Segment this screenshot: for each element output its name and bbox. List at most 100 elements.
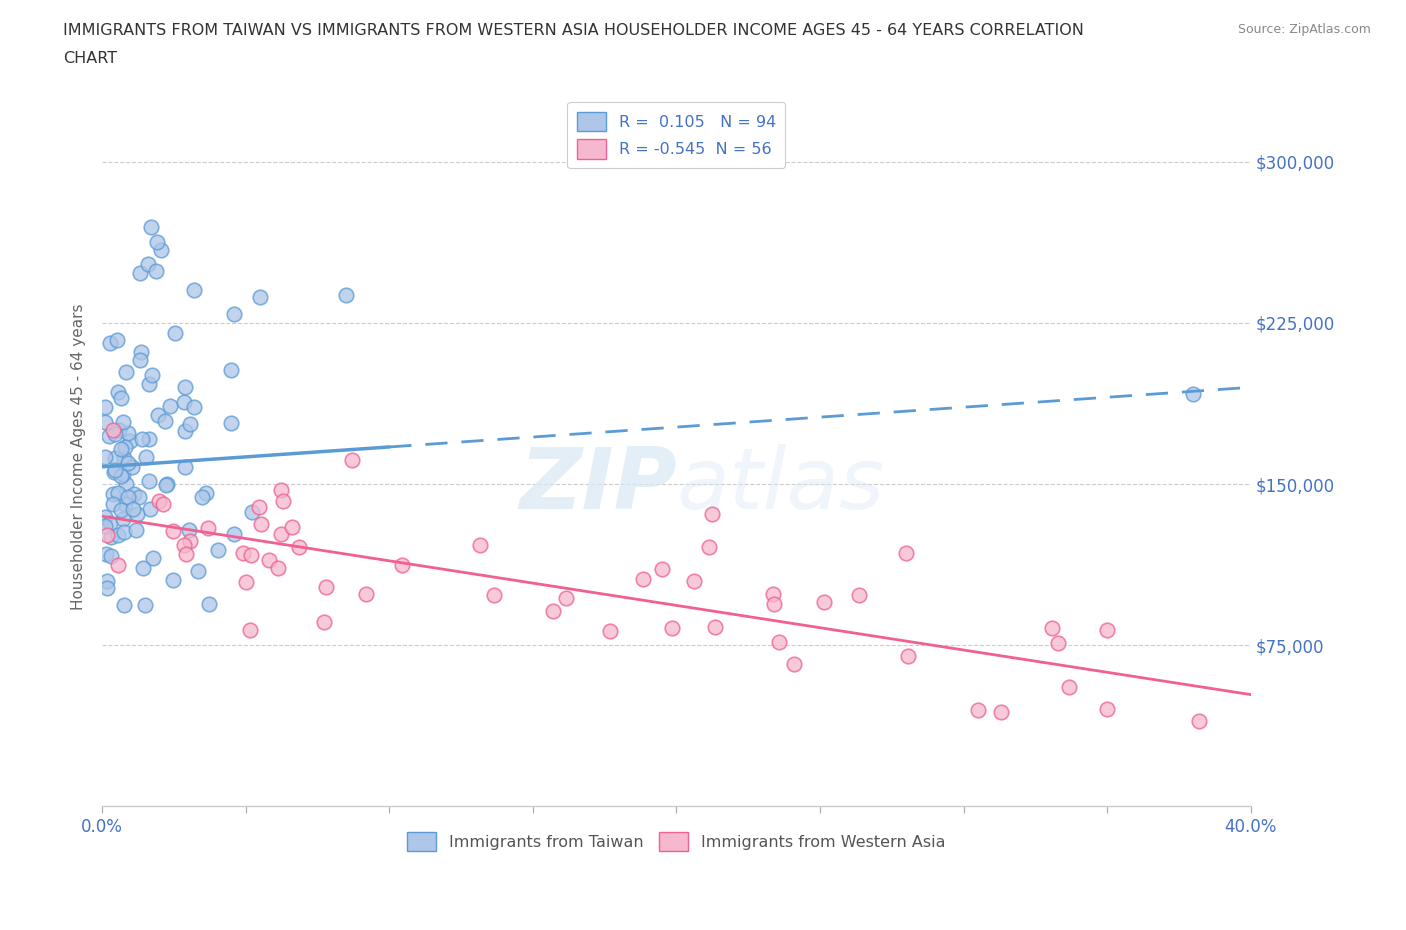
Point — [138, 377, 160, 392]
Point — [128, 490, 150, 505]
Point — [897, 649, 920, 664]
Point — [139, 501, 162, 516]
Point — [148, 407, 170, 422]
Point — [122, 501, 145, 516]
Point — [118, 433, 141, 448]
Text: Source: ZipAtlas.com: Source: ZipAtlas.com — [1237, 23, 1371, 36]
Point — [894, 545, 917, 560]
Point — [232, 546, 254, 561]
Point — [112, 451, 135, 466]
Point — [207, 542, 229, 557]
Point — [173, 395, 195, 410]
Point — [105, 332, 128, 347]
Point — [183, 282, 205, 297]
Point — [122, 486, 145, 501]
Point — [484, 588, 506, 603]
Point — [179, 534, 201, 549]
Point — [270, 483, 292, 498]
Point — [224, 526, 246, 541]
Point — [661, 620, 683, 635]
Point — [967, 702, 990, 717]
Point — [111, 512, 134, 526]
Point — [155, 477, 177, 492]
Point — [183, 400, 205, 415]
Point — [94, 400, 117, 415]
Point — [697, 539, 720, 554]
Point — [631, 571, 654, 586]
Point — [149, 243, 172, 258]
Point — [110, 391, 132, 405]
Point — [271, 493, 294, 508]
Point — [110, 442, 132, 457]
Point — [194, 485, 217, 500]
Point — [107, 422, 129, 437]
Point — [142, 551, 165, 566]
Point — [125, 507, 148, 522]
Point — [177, 523, 200, 538]
Point — [1095, 623, 1118, 638]
Point — [98, 428, 121, 443]
Point — [101, 486, 124, 501]
Point — [117, 456, 139, 471]
Point — [104, 450, 127, 465]
Point — [848, 588, 870, 603]
Point — [156, 477, 179, 492]
Point — [96, 527, 118, 542]
Point — [125, 523, 148, 538]
Point — [257, 552, 280, 567]
Point — [239, 623, 262, 638]
Point — [197, 521, 219, 536]
Point — [139, 219, 162, 234]
Point — [131, 345, 153, 360]
Point — [651, 561, 673, 576]
Point — [187, 564, 209, 578]
Point — [110, 502, 132, 517]
Point — [94, 519, 117, 534]
Point — [990, 704, 1012, 719]
Point — [239, 547, 262, 562]
Point — [555, 591, 578, 605]
Point — [173, 538, 195, 552]
Point — [335, 287, 357, 302]
Point — [219, 416, 242, 431]
Point — [104, 427, 127, 442]
Point — [1095, 701, 1118, 716]
Point — [146, 235, 169, 250]
Point — [94, 510, 117, 525]
Legend: Immigrants from Taiwan, Immigrants from Western Asia: Immigrants from Taiwan, Immigrants from … — [401, 826, 952, 857]
Point — [235, 575, 257, 590]
Point — [98, 336, 121, 351]
Text: atlas: atlas — [676, 444, 884, 526]
Point — [768, 634, 790, 649]
Point — [107, 527, 129, 542]
Point — [270, 526, 292, 541]
Point — [176, 547, 198, 562]
Point — [117, 489, 139, 504]
Point — [114, 497, 136, 512]
Point — [599, 623, 621, 638]
Point — [107, 558, 129, 573]
Point — [762, 587, 785, 602]
Point — [145, 263, 167, 278]
Point — [1040, 620, 1063, 635]
Point — [114, 440, 136, 455]
Point — [94, 547, 117, 562]
Point — [152, 497, 174, 512]
Point — [288, 539, 311, 554]
Point — [115, 365, 138, 379]
Point — [128, 266, 150, 281]
Point — [783, 657, 806, 671]
Point — [247, 499, 270, 514]
Point — [315, 579, 337, 594]
Point — [541, 604, 564, 618]
Point — [103, 497, 125, 512]
Point — [112, 525, 135, 539]
Point — [702, 507, 724, 522]
Point — [173, 424, 195, 439]
Point — [1182, 386, 1205, 401]
Point — [763, 597, 786, 612]
Point — [703, 620, 725, 635]
Point — [159, 399, 181, 414]
Point — [162, 524, 184, 538]
Point — [131, 432, 153, 446]
